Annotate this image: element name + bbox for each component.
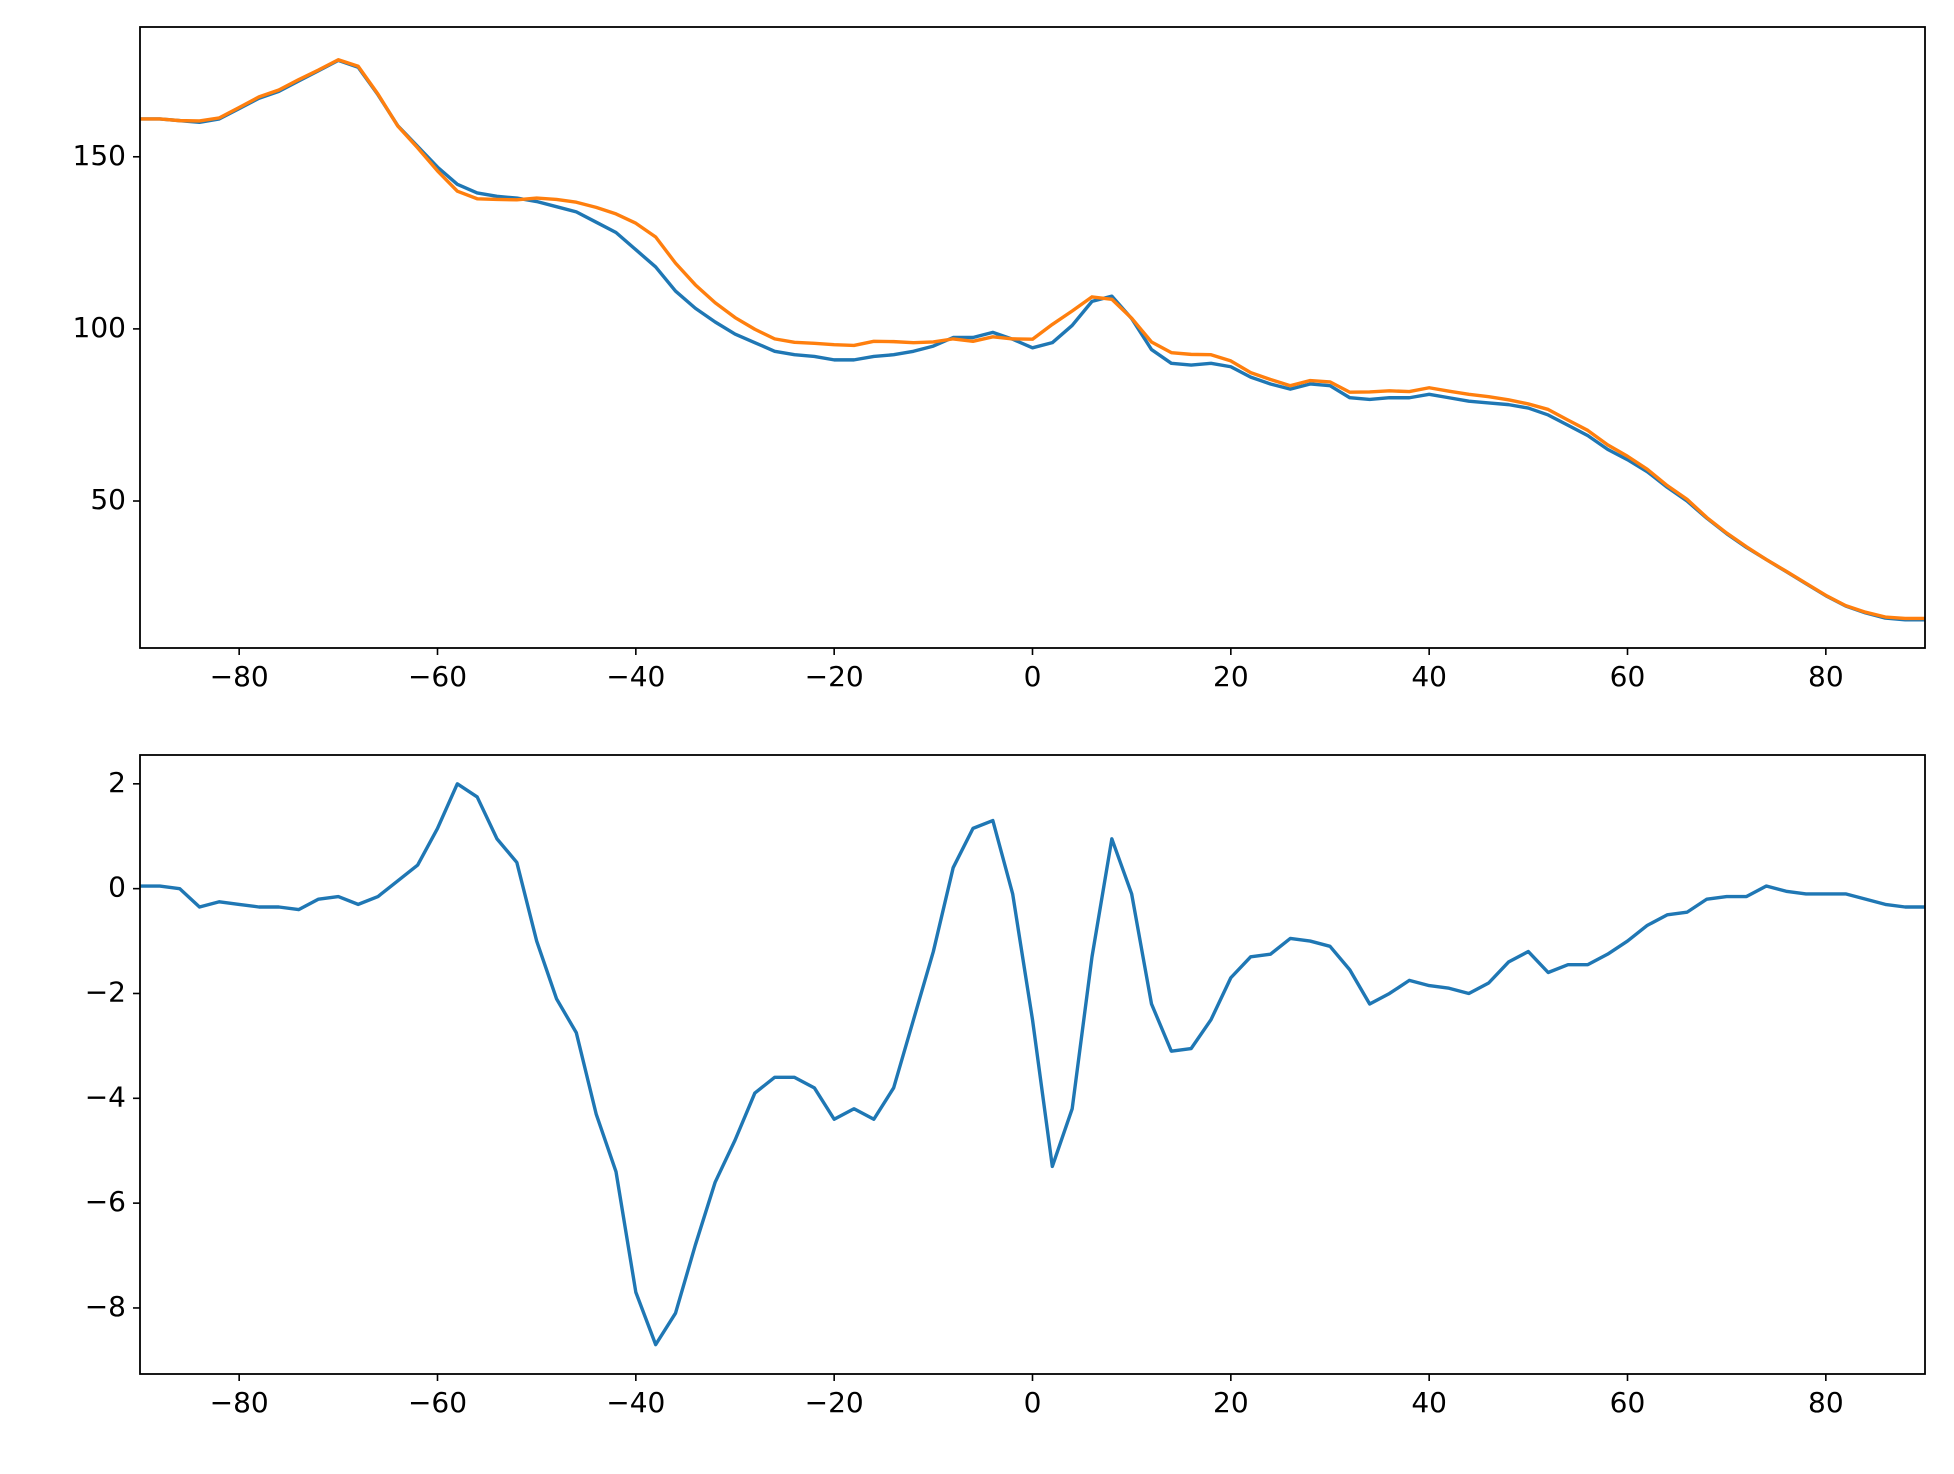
x-tick-label: 0	[1024, 1386, 1042, 1419]
y-tick-label: −8	[85, 1290, 126, 1323]
x-tick-label: 40	[1411, 660, 1447, 693]
axes-frame	[139, 26, 1926, 649]
x-tick-label: −40	[606, 1386, 665, 1419]
y-tick-label: 0	[108, 871, 126, 904]
x-tick-label: 20	[1213, 660, 1249, 693]
axes: −80 −60 −40 −20 0 20 40 60 80−8−6−4−202	[85, 754, 1926, 1419]
x-tick-label: 60	[1610, 660, 1646, 693]
x-tick-label: 40	[1411, 1386, 1447, 1419]
x-tick-label: 0	[1024, 660, 1042, 693]
y-tick-label: −4	[85, 1080, 126, 1113]
x-tick-label: −80	[210, 1386, 269, 1419]
x-tick-label: 80	[1808, 660, 1844, 693]
axes-frame	[139, 754, 1926, 1375]
x-tick-label: −40	[606, 660, 665, 693]
axes: −80 −60 −40 −20 0 20 40 60 80 50 100 150	[73, 26, 1926, 693]
x-tick-label: 80	[1808, 1386, 1844, 1419]
x-tick-label: 20	[1213, 1386, 1249, 1419]
x-tick-label: −80	[210, 660, 269, 693]
x-tick-label: −60	[408, 1386, 467, 1419]
y-tick-label: −2	[85, 975, 126, 1008]
x-tick-label: −20	[805, 660, 864, 693]
data-line	[140, 58, 1925, 622]
x-tick-label: −20	[805, 1386, 864, 1419]
data-line	[140, 782, 1925, 1347]
x-tick-label: 60	[1610, 1386, 1646, 1419]
y-tick-label: 50	[90, 483, 126, 516]
y-tick-label: 150	[73, 139, 126, 172]
y-tick-label: −6	[85, 1185, 126, 1218]
y-tick-label: 100	[73, 311, 126, 344]
x-tick-label: −60	[408, 660, 467, 693]
y-tick-label: 2	[108, 766, 126, 799]
data-line	[140, 58, 1925, 621]
